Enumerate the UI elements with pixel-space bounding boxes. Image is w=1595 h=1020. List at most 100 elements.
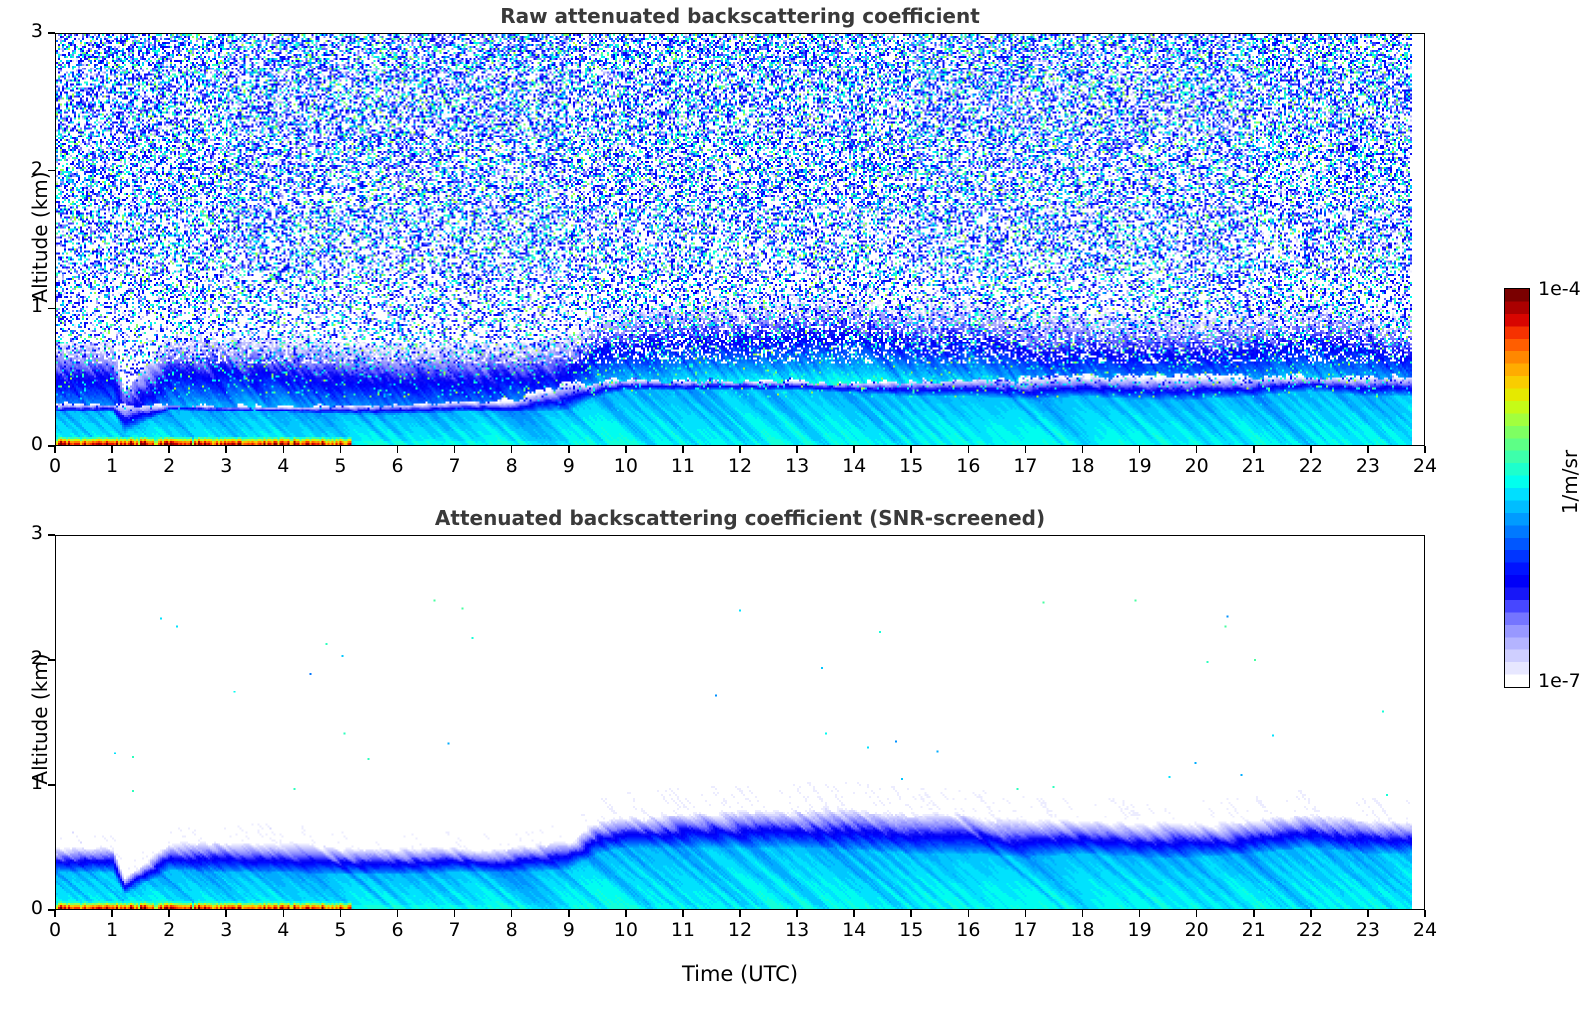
- x-tick-label: 16: [956, 455, 981, 477]
- y-tick-label: 3: [30, 522, 43, 544]
- panel-title-raw: Raw attenuated backscattering coefficien…: [500, 4, 980, 28]
- x-tick: [339, 910, 342, 917]
- x-tick: [1424, 446, 1426, 453]
- y-tick: [48, 784, 55, 786]
- x-tick: [54, 910, 56, 917]
- x-tick-label: 8: [505, 455, 518, 477]
- x-tick: [567, 910, 570, 917]
- x-tick: [682, 446, 684, 453]
- x-tick: [739, 910, 741, 917]
- x-tick: [1424, 910, 1426, 917]
- x-tick: [453, 910, 456, 917]
- x-tick-label: 9: [562, 455, 575, 477]
- y-tick-label: 2: [30, 647, 43, 669]
- x-tick-label: 15: [899, 919, 924, 941]
- panel-title-screened: Attenuated backscattering coefficient (S…: [434, 506, 1046, 530]
- x-tick: [1138, 446, 1141, 453]
- y-tick: [48, 909, 55, 911]
- x-tick-label: 4: [277, 919, 290, 941]
- x-tick-label: 24: [1412, 919, 1438, 941]
- x-tick: [796, 446, 798, 453]
- x-tick-label: 3: [220, 919, 233, 941]
- x-tick: [1024, 910, 1027, 917]
- x-tick-label: 17: [1013, 455, 1038, 477]
- x-tick: [625, 446, 627, 453]
- colorbar-max-label: 1e-4: [1538, 278, 1581, 300]
- x-tick-label: 0: [48, 455, 62, 477]
- x-tick-label: 6: [391, 455, 404, 477]
- x-tick-label: 11: [670, 919, 695, 941]
- x-tick: [282, 446, 285, 453]
- y-tick: [48, 659, 55, 661]
- heatmap-canvas-raw: [56, 34, 1424, 445]
- x-tick-label: 13: [784, 919, 810, 941]
- x-tick: [1310, 910, 1312, 917]
- x-tick-label: 7: [448, 919, 461, 941]
- x-tick: [1081, 910, 1084, 917]
- x-tick: [796, 910, 798, 917]
- x-tick-label: 1: [106, 455, 119, 477]
- x-tick: [682, 910, 684, 917]
- x-tick-label: 17: [1013, 919, 1038, 941]
- x-tick-label: 6: [391, 919, 404, 941]
- x-tick-label: 15: [899, 455, 924, 477]
- plot-area-raw: [55, 33, 1425, 446]
- x-tick: [967, 910, 970, 917]
- x-tick-label: 19: [1127, 455, 1152, 477]
- y-tick-label: 3: [30, 20, 43, 42]
- x-tick-label: 0: [48, 919, 62, 941]
- x-tick: [567, 446, 570, 453]
- colorbar: [1504, 288, 1530, 688]
- x-tick-label: 20: [1184, 919, 1209, 941]
- x-tick: [1367, 446, 1369, 453]
- y-tick: [48, 32, 55, 34]
- x-tick: [1195, 446, 1198, 453]
- x-tick: [1195, 910, 1198, 917]
- x-tick-label: 5: [334, 455, 347, 477]
- x-tick-label: 10: [613, 919, 638, 941]
- x-tick-label: 13: [784, 455, 810, 477]
- x-tick-label: 22: [1298, 919, 1323, 941]
- x-tick: [1138, 910, 1141, 917]
- x-tick-label: 24: [1412, 455, 1438, 477]
- x-tick-label: 20: [1184, 455, 1209, 477]
- x-tick-label: 12: [727, 919, 753, 941]
- x-tick: [282, 910, 285, 917]
- x-tick: [396, 446, 399, 453]
- x-tick: [453, 446, 456, 453]
- x-axis-title: Time (UTC): [681, 962, 799, 986]
- x-tick: [910, 446, 913, 453]
- x-tick-label: 18: [1070, 919, 1095, 941]
- y-tick: [48, 445, 55, 447]
- y-tick: [48, 307, 55, 310]
- y-tick-label: 1: [30, 295, 43, 318]
- colorbar-min-label: 1e-7: [1538, 670, 1581, 692]
- x-tick-label: 18: [1070, 455, 1095, 477]
- x-tick: [54, 446, 56, 453]
- x-tick-label: 8: [505, 919, 518, 941]
- x-tick: [111, 910, 113, 917]
- x-tick: [510, 446, 513, 453]
- x-tick-label: 22: [1298, 455, 1323, 477]
- x-tick-label: 3: [220, 455, 233, 477]
- x-tick: [1367, 910, 1369, 917]
- x-tick: [111, 446, 113, 453]
- x-tick-label: 21: [1241, 455, 1266, 477]
- colorbar-unit-label: 1/m/sr: [1558, 449, 1582, 515]
- x-tick-label: 11: [670, 455, 695, 477]
- x-tick-label: 7: [448, 455, 461, 477]
- x-tick: [168, 446, 170, 453]
- x-tick-label: 1: [106, 919, 119, 941]
- y-tick: [48, 534, 55, 536]
- x-tick-label: 16: [956, 919, 981, 941]
- plot-area-screened: [55, 535, 1425, 910]
- x-tick-label: 19: [1127, 919, 1152, 941]
- x-tick-label: 2: [163, 455, 176, 477]
- x-tick: [1252, 910, 1255, 917]
- x-tick-label: 12: [727, 455, 753, 477]
- y-tick: [48, 169, 55, 172]
- heatmap-canvas-screened: [56, 536, 1424, 909]
- colorbar-canvas: [1505, 289, 1529, 687]
- y-tick-label: 2: [30, 157, 43, 180]
